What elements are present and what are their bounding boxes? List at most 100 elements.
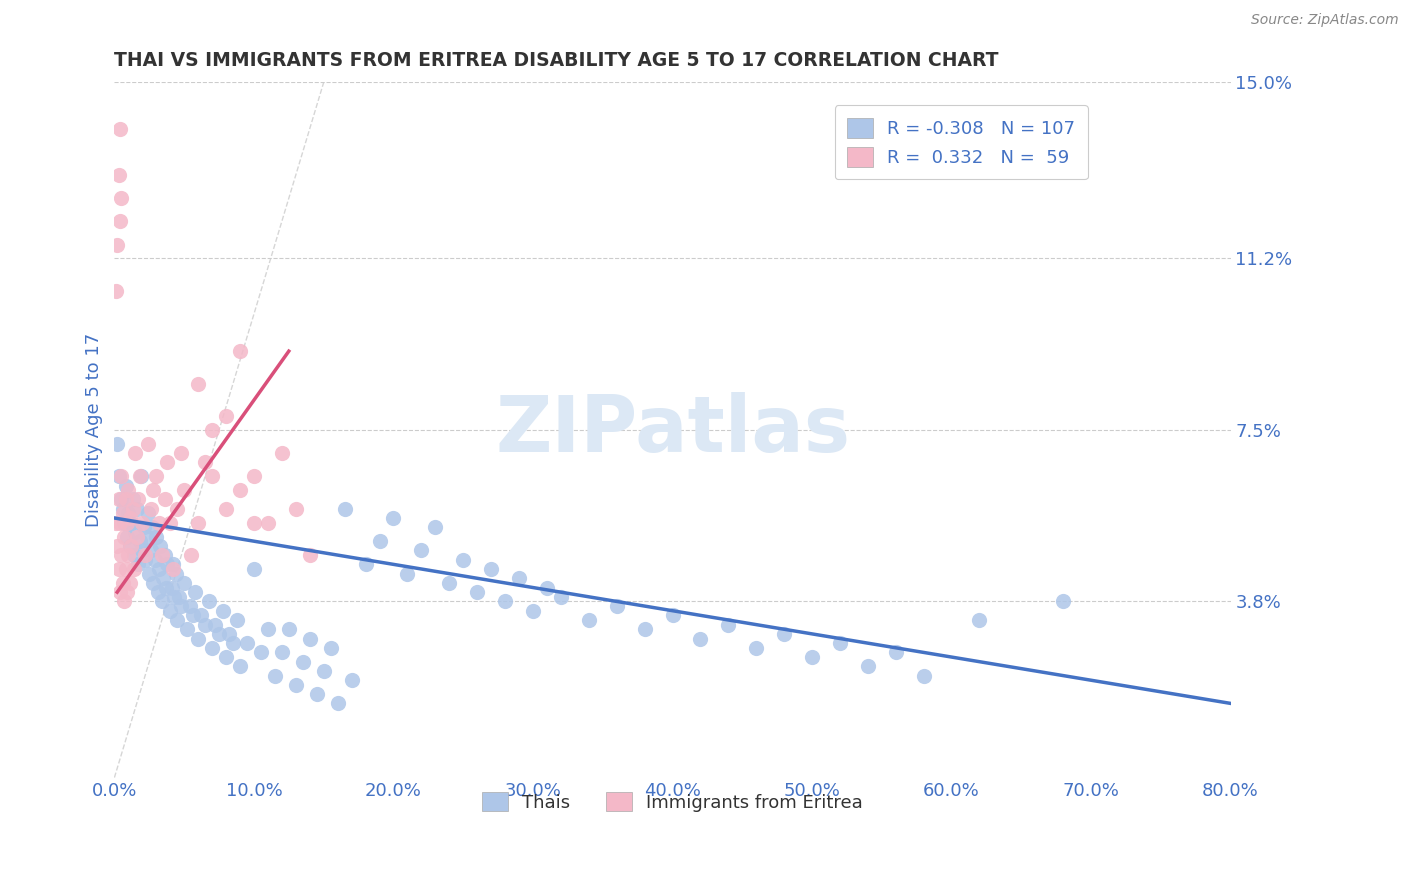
Point	[150, 594, 173, 608]
Point	[176, 622, 198, 636]
Point	[166, 501, 188, 516]
Point	[115, 516, 138, 530]
Point	[112, 516, 135, 530]
Point	[411, 543, 433, 558]
Point	[179, 599, 201, 613]
Point	[884, 645, 907, 659]
Point	[149, 539, 172, 553]
Point	[312, 664, 335, 678]
Point	[105, 539, 128, 553]
Point	[396, 566, 419, 581]
Point	[326, 697, 349, 711]
Point	[494, 594, 516, 608]
Point	[159, 604, 181, 618]
Point	[277, 622, 299, 636]
Point	[117, 483, 139, 498]
Point	[122, 562, 145, 576]
Point	[122, 548, 145, 562]
Point	[257, 516, 280, 530]
Point	[124, 446, 146, 460]
Point	[298, 632, 321, 646]
Point	[243, 469, 266, 483]
Point	[181, 608, 204, 623]
Point	[354, 558, 377, 572]
Point	[112, 530, 135, 544]
Point	[146, 585, 169, 599]
Point	[270, 446, 292, 460]
Point	[170, 599, 193, 613]
Point	[115, 530, 138, 544]
Point	[108, 516, 131, 530]
Point	[107, 469, 129, 483]
Point	[536, 581, 558, 595]
Point	[117, 507, 139, 521]
Point	[121, 492, 143, 507]
Point	[134, 548, 156, 562]
Point	[128, 469, 150, 483]
Point	[173, 483, 195, 498]
Point	[236, 636, 259, 650]
Point	[969, 613, 991, 627]
Point	[105, 237, 128, 252]
Point	[135, 530, 157, 544]
Point	[828, 636, 851, 650]
Point	[173, 575, 195, 590]
Point	[633, 622, 655, 636]
Point	[131, 516, 153, 530]
Point	[257, 622, 280, 636]
Point	[121, 501, 143, 516]
Point	[139, 543, 162, 558]
Point	[284, 678, 307, 692]
Point	[194, 455, 217, 469]
Point	[578, 613, 600, 627]
Point	[250, 645, 273, 659]
Point	[270, 645, 292, 659]
Point	[229, 483, 252, 498]
Point	[136, 437, 159, 451]
Point	[187, 632, 209, 646]
Point	[118, 511, 141, 525]
Point	[139, 501, 162, 516]
Point	[111, 575, 134, 590]
Point	[131, 543, 153, 558]
Point	[108, 585, 131, 599]
Point	[110, 191, 132, 205]
Point	[155, 581, 177, 595]
Point	[129, 469, 152, 483]
Point	[212, 604, 235, 618]
Point	[118, 539, 141, 553]
Point	[163, 590, 186, 604]
Point	[218, 627, 240, 641]
Point	[226, 613, 249, 627]
Point	[465, 585, 488, 599]
Legend: Thais, Immigrants from Eritrea: Thais, Immigrants from Eritrea	[470, 779, 876, 824]
Point	[689, 632, 711, 646]
Point	[1052, 594, 1074, 608]
Point	[145, 469, 167, 483]
Point	[136, 507, 159, 521]
Point	[111, 501, 134, 516]
Point	[284, 501, 307, 516]
Point	[142, 483, 165, 498]
Point	[291, 655, 314, 669]
Point	[243, 516, 266, 530]
Point	[112, 594, 135, 608]
Point	[382, 511, 405, 525]
Point	[125, 530, 148, 544]
Point	[138, 566, 160, 581]
Point	[305, 687, 328, 701]
Point	[162, 562, 184, 576]
Point	[111, 507, 134, 521]
Point	[508, 571, 530, 585]
Point	[107, 562, 129, 576]
Point	[912, 668, 935, 682]
Point	[201, 469, 224, 483]
Point	[222, 636, 245, 650]
Point	[110, 492, 132, 507]
Point	[187, 376, 209, 391]
Point	[118, 575, 141, 590]
Point	[114, 478, 136, 492]
Point	[132, 520, 155, 534]
Point	[107, 492, 129, 507]
Point	[114, 492, 136, 507]
